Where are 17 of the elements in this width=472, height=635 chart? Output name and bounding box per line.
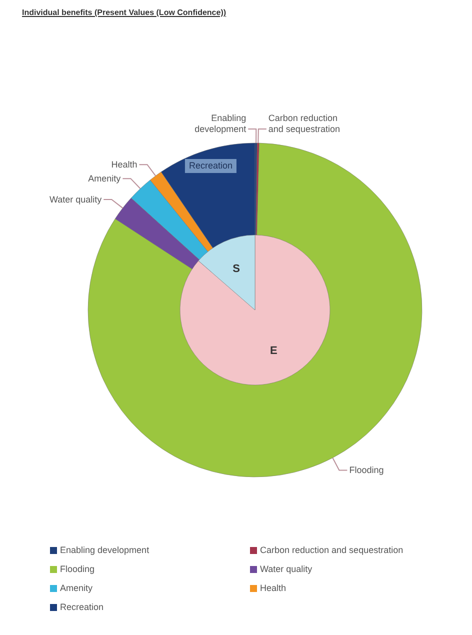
legend-label: Enabling development [59, 545, 150, 555]
slice-label: Amenity [88, 174, 122, 184]
slice-label: Enabling development [194, 113, 247, 134]
slice-label: E [270, 344, 278, 357]
slice-label: Carbon reduction and sequestration [268, 113, 340, 134]
legend-label: Amenity [59, 583, 94, 593]
legend-label: Recreation [59, 602, 105, 612]
legend-label: Carbon reduction and sequestration [259, 545, 404, 555]
slice-label: Flooding [349, 465, 384, 476]
chart-title: Individual benefits (Present Values (Low Confidence)) [22, 8, 226, 17]
slice-label: Recreation [188, 160, 232, 171]
legend-label: Water quality [259, 564, 314, 574]
slice-label: Water quality [49, 194, 102, 205]
slice-label: Health [111, 160, 138, 170]
legend-label: Health [259, 583, 288, 593]
legend-label: Flooding [59, 564, 96, 574]
slice-label: S [232, 263, 240, 276]
